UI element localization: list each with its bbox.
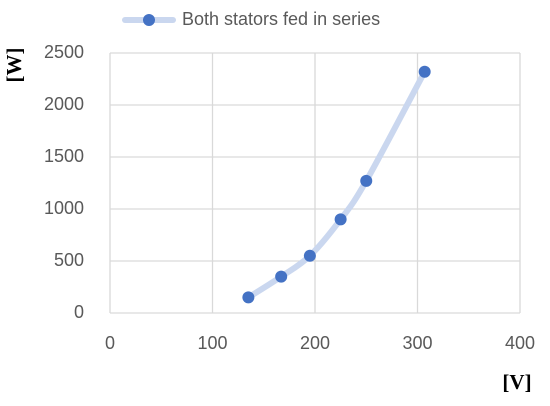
x-tick-label: 0 <box>105 333 115 353</box>
legend-label: Both stators fed in series <box>182 9 380 29</box>
data-point <box>334 213 347 226</box>
x-tick-label: 100 <box>197 333 227 353</box>
x-axis-label: [V] <box>502 370 531 394</box>
data-point <box>418 65 431 78</box>
y-tick-label: 2000 <box>44 94 84 114</box>
x-tick-label: 400 <box>505 333 535 353</box>
data-point <box>275 270 288 283</box>
y-axis-label: [W] <box>2 48 26 83</box>
y-tick-label: 2500 <box>44 42 84 62</box>
y-tick-label: 0 <box>74 302 84 322</box>
data-point <box>242 291 255 304</box>
x-tick-label: 200 <box>300 333 330 353</box>
y-tick-label: 1500 <box>44 146 84 166</box>
x-tick-label: 300 <box>402 333 432 353</box>
y-tick-label: 1000 <box>44 198 84 218</box>
y-tick-label: 500 <box>54 250 84 270</box>
data-point <box>360 174 373 187</box>
data-point <box>303 249 316 262</box>
legend-marker <box>143 14 155 26</box>
